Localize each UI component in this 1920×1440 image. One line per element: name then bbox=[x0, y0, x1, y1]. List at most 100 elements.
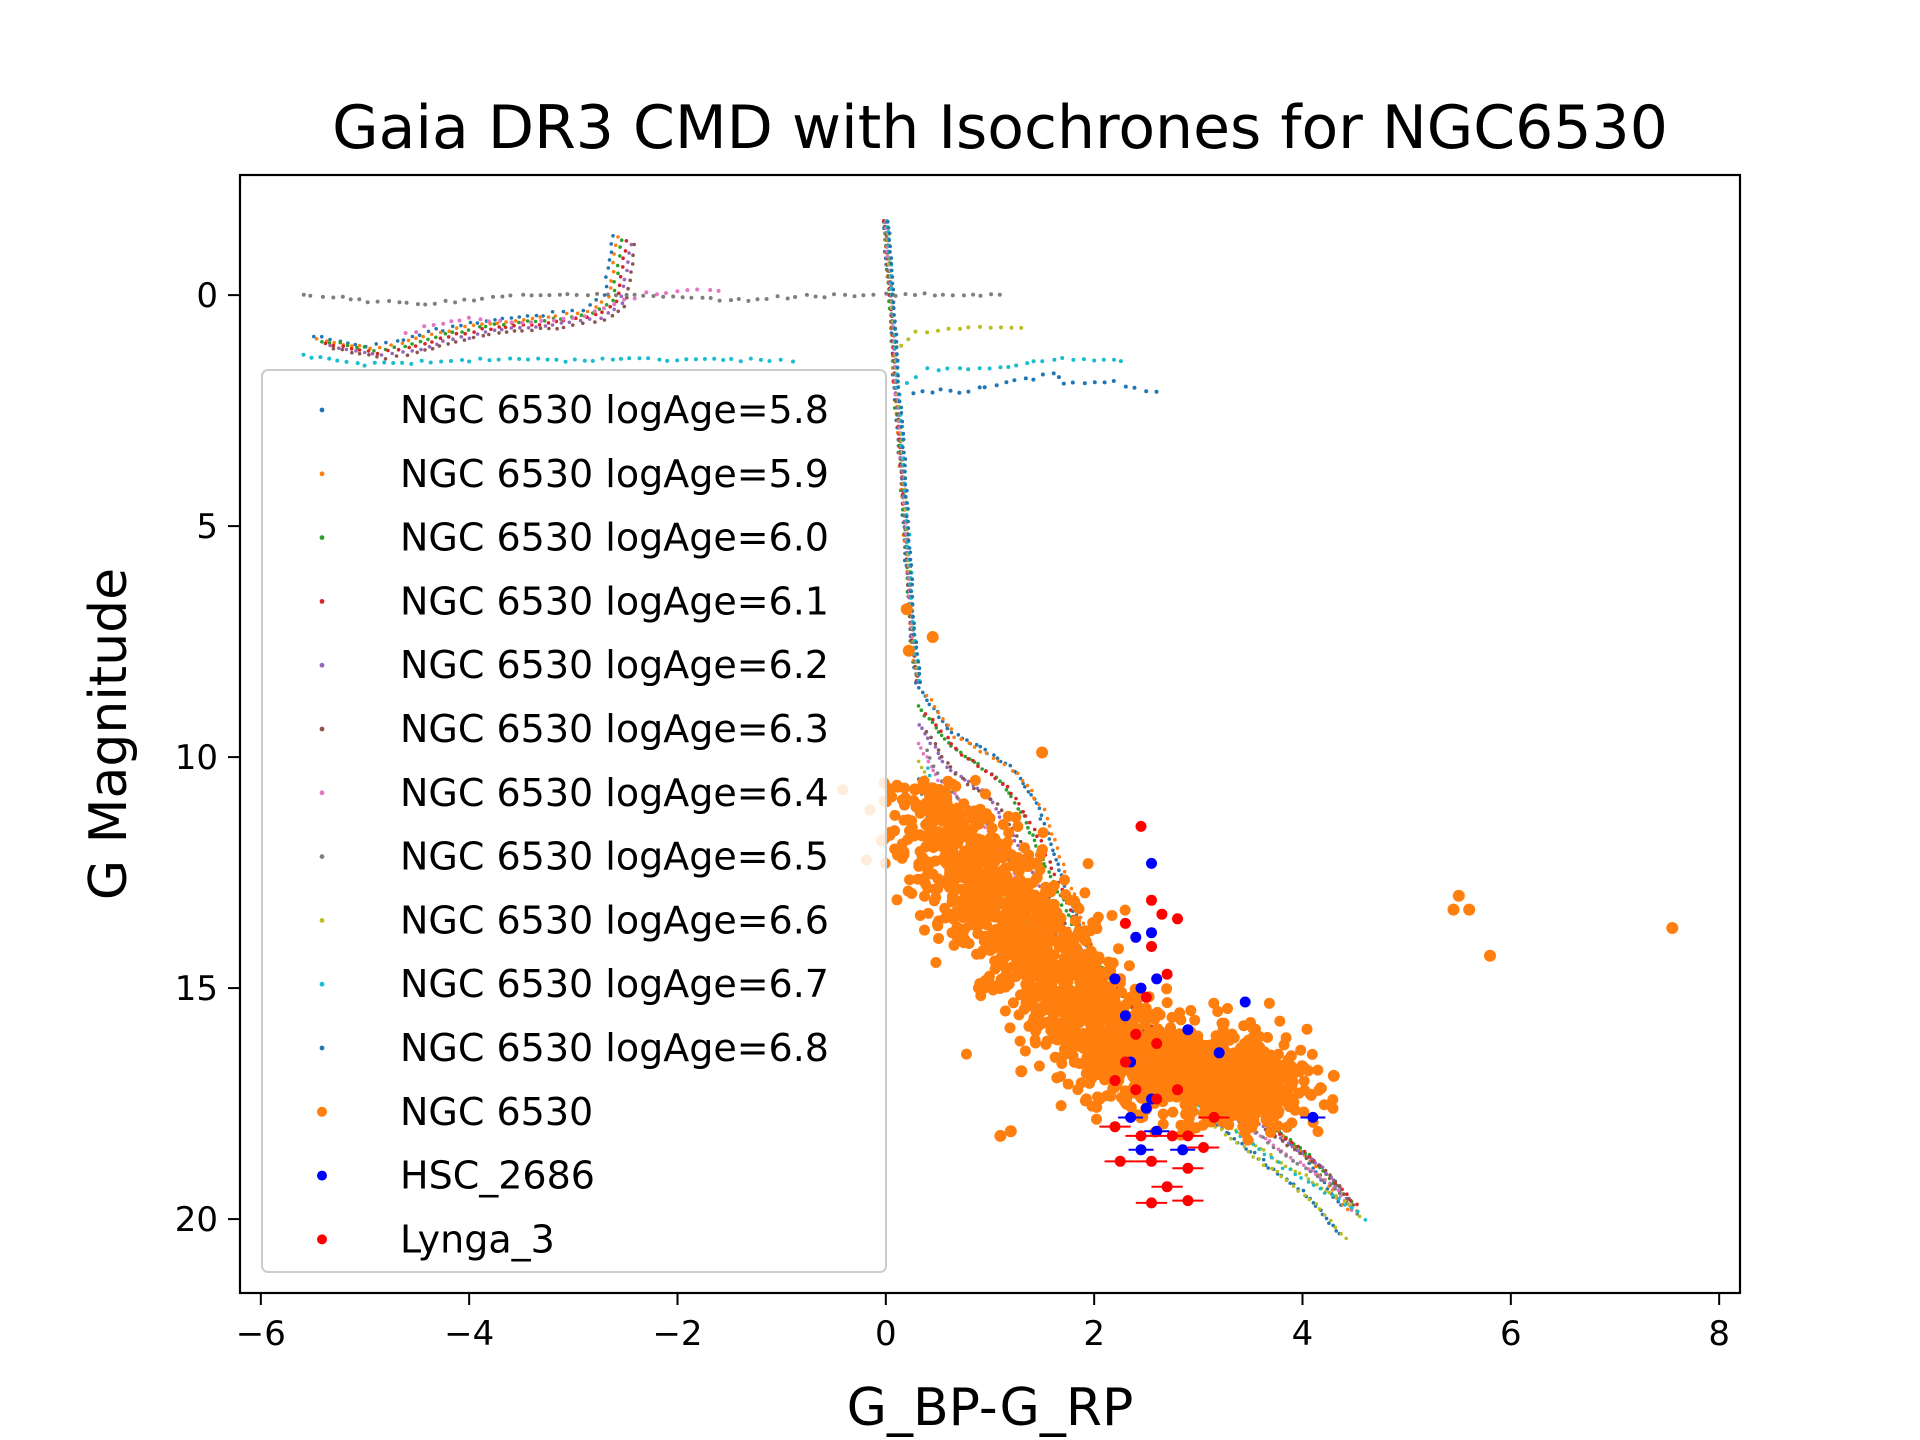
isochrone-point bbox=[920, 389, 925, 394]
isochrone-point bbox=[318, 355, 323, 360]
isochrone-point bbox=[520, 320, 525, 325]
ngc6530-point bbox=[909, 783, 921, 796]
isochrone-point bbox=[1337, 1184, 1342, 1188]
isochrone-point bbox=[453, 300, 458, 305]
isochrone-point bbox=[708, 288, 713, 292]
legend-marker bbox=[319, 535, 325, 540]
isochrone-point bbox=[386, 348, 390, 353]
isochrone-point bbox=[1280, 1166, 1285, 1171]
ngc6530-point bbox=[958, 816, 970, 828]
isochrone-point bbox=[949, 730, 954, 735]
isochrone-point bbox=[1020, 779, 1025, 783]
isochrone-point bbox=[999, 808, 1004, 812]
x-tick-label: −4 bbox=[444, 1314, 494, 1354]
legend-label: NGC 6530 logAge=5.9 bbox=[400, 452, 829, 496]
lynga3-point bbox=[1172, 913, 1183, 925]
ngc6530-point bbox=[919, 924, 930, 936]
isochrone-point bbox=[822, 295, 827, 300]
isochrone-point bbox=[1261, 1148, 1266, 1152]
isochrone-point bbox=[612, 302, 617, 307]
isochrone-point bbox=[884, 291, 889, 296]
isochrone-point bbox=[525, 319, 530, 323]
isochrone-point bbox=[441, 321, 446, 326]
ngc6530-point bbox=[1068, 895, 1080, 907]
isochrone-point bbox=[919, 765, 924, 770]
isochrone-point bbox=[903, 469, 907, 474]
ngc6530-point bbox=[1031, 961, 1043, 973]
isochrone-point bbox=[582, 358, 587, 363]
ngc6530-point bbox=[1286, 1117, 1298, 1129]
isochrone-point bbox=[901, 431, 906, 436]
isochrone-point bbox=[428, 360, 433, 365]
isochrone-point bbox=[353, 342, 358, 347]
isochrone-point bbox=[900, 419, 905, 424]
isochrone-point bbox=[1010, 769, 1015, 773]
isochrone-point bbox=[1288, 1155, 1293, 1160]
isochrone-point bbox=[1012, 378, 1017, 383]
isochrone-point bbox=[1045, 816, 1050, 821]
isochrone-point bbox=[1314, 1164, 1318, 1169]
hsc2686-point bbox=[1109, 973, 1121, 985]
isochrone-point bbox=[1283, 1137, 1288, 1141]
isochrone-point bbox=[966, 325, 971, 330]
isochrone-point bbox=[1028, 820, 1032, 825]
isochrone-point bbox=[1092, 358, 1097, 363]
isochrone-point bbox=[618, 245, 622, 249]
isochrone-point bbox=[922, 770, 927, 774]
isochrone-point bbox=[929, 735, 933, 740]
ngc6530-point bbox=[1298, 1075, 1310, 1087]
lynga3-point bbox=[1182, 1195, 1194, 1207]
isochrone-point bbox=[1102, 380, 1107, 385]
ngc6530-point bbox=[1070, 930, 1082, 942]
isochrone-point bbox=[909, 589, 913, 594]
isochrone-point bbox=[661, 294, 666, 299]
lynga3-point bbox=[1146, 941, 1157, 952]
isochrone-point bbox=[613, 243, 618, 248]
ngc6530-point bbox=[999, 1005, 1011, 1017]
isochrone-point bbox=[936, 710, 940, 715]
ngc6530-point bbox=[1070, 1020, 1082, 1031]
isochrone-point bbox=[608, 304, 612, 309]
isochrone-point bbox=[899, 411, 904, 415]
y-tick-label: 15 bbox=[175, 969, 218, 1009]
isochrone-point bbox=[1021, 810, 1025, 814]
isochrone-point bbox=[495, 321, 500, 326]
ngc6530-point bbox=[967, 812, 978, 824]
isochrone-point bbox=[362, 345, 367, 349]
isochrone-point bbox=[967, 741, 972, 745]
isochrone-point bbox=[611, 234, 615, 238]
ngc6530-point bbox=[939, 785, 951, 797]
isochrone-point bbox=[933, 742, 938, 746]
ngc6530-point bbox=[908, 795, 920, 806]
x-tick-label: 2 bbox=[1083, 1314, 1105, 1354]
ngc6530-point bbox=[1181, 1043, 1193, 1055]
isochrone-point bbox=[492, 328, 497, 333]
isochrone-point bbox=[931, 717, 935, 722]
ngc6530-point bbox=[974, 855, 986, 867]
ngc6530-point bbox=[1007, 997, 1019, 1009]
isochrone-point bbox=[1278, 1132, 1282, 1136]
isochrone-point bbox=[362, 363, 367, 368]
isochrone-point bbox=[1327, 1221, 1331, 1225]
chart-title: Gaia DR3 CMD with Isochrones for NGC6530 bbox=[332, 93, 1668, 163]
isochrone-point bbox=[1322, 1191, 1327, 1195]
isochrone-point bbox=[529, 320, 534, 325]
ngc6530-point bbox=[985, 831, 997, 843]
isochrone-point bbox=[354, 349, 358, 353]
ngc6530-point bbox=[1187, 1091, 1199, 1103]
ngc6530-point bbox=[1139, 1019, 1151, 1031]
ngc6530-point bbox=[926, 799, 938, 811]
isochrone-point bbox=[423, 342, 427, 346]
isochrone-point bbox=[1278, 1150, 1283, 1154]
isochrone-point bbox=[721, 358, 726, 362]
isochrone-point bbox=[379, 353, 384, 357]
ngc6530-point bbox=[1094, 1093, 1106, 1105]
isochrone-point bbox=[1048, 860, 1052, 864]
isochrone-point bbox=[608, 286, 613, 290]
isochrone-point bbox=[654, 292, 659, 297]
isochrone-point bbox=[478, 317, 483, 322]
isochrone-point bbox=[403, 331, 408, 335]
isochrone-point bbox=[1032, 827, 1037, 832]
isochrone-point bbox=[695, 287, 700, 292]
isochrone-point bbox=[365, 300, 370, 305]
